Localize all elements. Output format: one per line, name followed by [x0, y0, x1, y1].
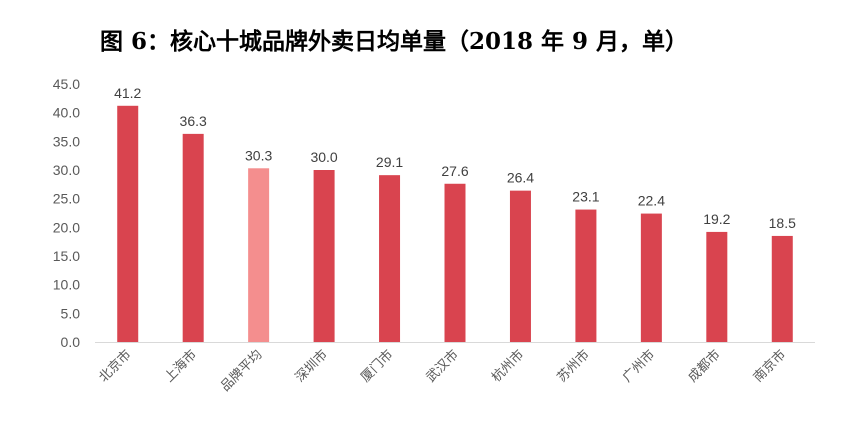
- x-category-label: 品牌平均: [217, 347, 265, 395]
- bar-1: [182, 133, 204, 342]
- bar-8: [640, 213, 662, 342]
- x-category-label: 杭州市: [488, 347, 527, 386]
- x-category-label: 厦门市: [357, 347, 396, 386]
- bar-0: [117, 105, 139, 342]
- y-tick-label: 30.0: [53, 162, 80, 178]
- y-tick-label: 0.0: [61, 334, 81, 350]
- x-category-label: 北京市: [96, 347, 135, 386]
- data-label: 36.3: [180, 113, 207, 129]
- y-tick-label: 35.0: [53, 133, 80, 149]
- bars: [117, 105, 793, 342]
- y-tick-label: 20.0: [53, 219, 80, 235]
- y-tick-label: 5.0: [61, 305, 81, 321]
- data-labels: 41.2 36.3 30.3 30.0 29.1 27.6 26.4 23.1 22.4 19.2…: [114, 85, 796, 231]
- bar-5: [444, 183, 466, 342]
- data-label: 30.3: [245, 147, 272, 163]
- bar-7: [575, 209, 597, 342]
- bar-10: [771, 235, 793, 342]
- data-label: 27.6: [441, 163, 468, 179]
- bar-6: [509, 190, 531, 342]
- chart-title: 图 6：核心十城品牌外卖日均单量（2018 年 9 月，单）: [100, 28, 689, 55]
- x-category-label: 上海市: [161, 347, 200, 386]
- bar-2: [248, 168, 270, 342]
- y-axis: 0.0 5.0 10.0 15.0 20.0 25.0 30.0 35.0 40.0 45.0: [53, 76, 80, 350]
- x-category-label: 成都市: [685, 347, 724, 386]
- bar-3: [313, 170, 335, 342]
- bar-4: [379, 175, 401, 342]
- y-tick-label: 25.0: [53, 191, 80, 207]
- data-label: 19.2: [703, 211, 730, 227]
- data-label: 29.1: [376, 154, 403, 170]
- y-tick-label: 10.0: [53, 277, 80, 293]
- x-category-label: 苏州市: [554, 347, 593, 386]
- x-axis: 北京市 上海市 品牌平均 深圳市 厦门市 武汉市 杭州市 苏州市 广州市 成都市 南京市: [95, 342, 815, 395]
- data-label: 41.2: [114, 85, 141, 101]
- x-category-label: 广州市: [619, 347, 658, 386]
- x-category-label: 深圳市: [292, 347, 331, 386]
- x-category-label: 南京市: [750, 347, 789, 386]
- y-tick-label: 45.0: [53, 76, 80, 92]
- data-label: 26.4: [507, 170, 534, 186]
- data-label: 18.5: [769, 215, 796, 231]
- y-tick-label: 15.0: [53, 248, 80, 264]
- data-label: 30.0: [310, 149, 337, 165]
- bar-9: [706, 231, 728, 342]
- data-label: 22.4: [638, 193, 665, 209]
- data-label: 23.1: [572, 189, 599, 205]
- y-tick-label: 40.0: [53, 105, 80, 121]
- x-category-label: 武汉市: [423, 347, 462, 386]
